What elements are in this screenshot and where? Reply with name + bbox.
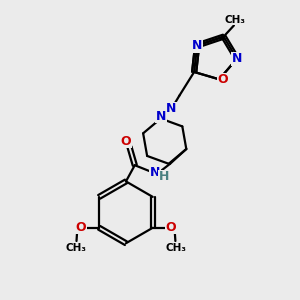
Text: O: O bbox=[218, 74, 228, 86]
Text: N: N bbox=[150, 166, 160, 179]
Text: O: O bbox=[166, 221, 176, 234]
Text: CH₃: CH₃ bbox=[65, 242, 86, 253]
Text: N: N bbox=[166, 102, 176, 115]
Text: O: O bbox=[121, 135, 131, 148]
Text: CH₃: CH₃ bbox=[225, 15, 246, 25]
Text: N: N bbox=[192, 39, 202, 52]
Text: N: N bbox=[155, 110, 166, 123]
Text: N: N bbox=[232, 52, 242, 65]
Text: O: O bbox=[76, 221, 86, 234]
Text: H: H bbox=[159, 170, 169, 184]
Text: CH₃: CH₃ bbox=[166, 242, 187, 253]
